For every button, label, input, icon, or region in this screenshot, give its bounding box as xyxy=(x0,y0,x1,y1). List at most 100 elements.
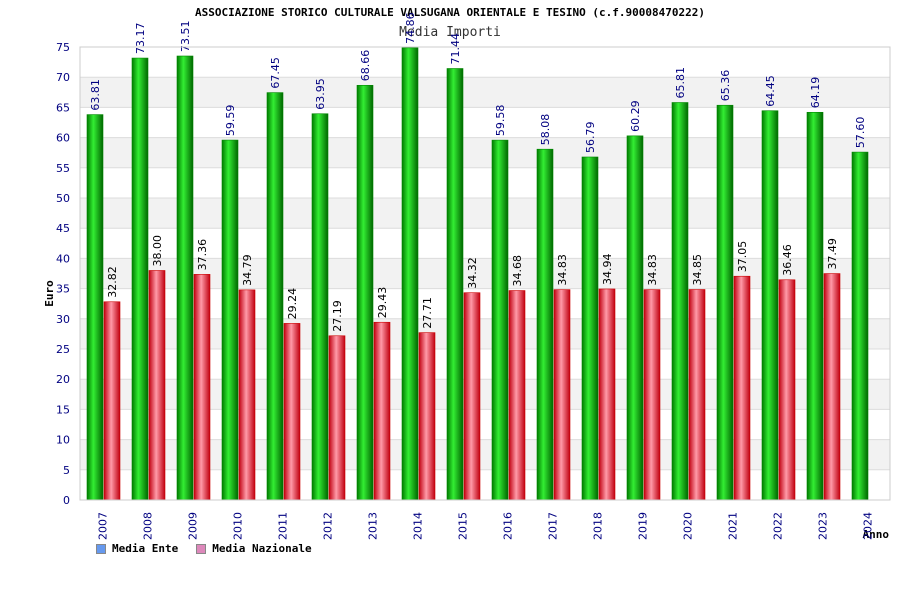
grid-band xyxy=(80,258,890,289)
grid-band xyxy=(80,198,890,229)
bar-media-ente xyxy=(716,104,734,501)
bar-media-ente xyxy=(86,114,104,501)
x-tick-label: 2019 xyxy=(637,512,650,540)
legend-label-ente: Media Ente xyxy=(112,542,179,555)
data-label: 63.95 xyxy=(314,78,327,110)
data-label: 27.19 xyxy=(331,300,344,332)
bar-media-nazionale xyxy=(508,290,526,501)
bar-media-nazionale xyxy=(373,321,391,501)
x-tick-label: 2016 xyxy=(502,512,515,540)
legend: Media Ente Media Nazionale xyxy=(96,542,312,555)
y-tick-label: 35 xyxy=(56,283,70,296)
data-label: 36.46 xyxy=(781,244,794,276)
bar-media-nazionale xyxy=(328,335,346,501)
x-tick-label: 2021 xyxy=(727,512,740,540)
y-tick-label: 60 xyxy=(56,132,70,145)
bar-media-nazionale xyxy=(778,279,796,501)
data-label: 64.45 xyxy=(764,75,777,107)
bar-media-nazionale xyxy=(283,323,301,501)
y-tick-label: 75 xyxy=(56,41,70,54)
bars-layer xyxy=(86,47,869,501)
data-label: 27.71 xyxy=(421,297,434,329)
bar-media-ente xyxy=(671,102,689,501)
x-tick-label: 2024 xyxy=(862,512,875,540)
data-label: 34.83 xyxy=(556,254,569,286)
grid-layer xyxy=(80,46,890,501)
bar-media-nazionale xyxy=(148,270,166,501)
bar-media-ente xyxy=(356,84,374,501)
bar-media-nazionale xyxy=(643,289,661,501)
data-label: 58.08 xyxy=(539,114,552,146)
data-label: 68.66 xyxy=(359,50,372,82)
y-tick-label: 20 xyxy=(56,373,70,386)
legend-item-ente: Media Ente xyxy=(96,542,178,555)
x-tick-label: 2013 xyxy=(367,512,380,540)
bar-media-nazionale xyxy=(688,289,706,501)
y-tick-label: 45 xyxy=(56,222,70,235)
x-tick-label: 2018 xyxy=(592,512,605,540)
bar-media-nazionale xyxy=(193,274,211,501)
legend-swatch-nazionale xyxy=(196,543,207,554)
y-tick-label: 40 xyxy=(56,252,70,265)
y-tick-label: 55 xyxy=(56,162,70,175)
legend-swatch-ente xyxy=(96,543,106,554)
data-label: 56.79 xyxy=(584,121,597,153)
y-tick-label: 10 xyxy=(56,434,70,447)
data-label: 29.24 xyxy=(286,288,299,320)
y-tick-label: 25 xyxy=(56,343,70,356)
x-tick-label: 2023 xyxy=(817,512,830,540)
bar-media-ente xyxy=(536,148,554,501)
x-tick-label: 2009 xyxy=(187,512,200,540)
bar-media-ente xyxy=(311,113,329,501)
x-tick-label: 2007 xyxy=(97,512,110,540)
x-tick-label: 2010 xyxy=(232,512,245,540)
x-tick-label: 2017 xyxy=(547,512,560,540)
bar-media-nazionale xyxy=(103,301,121,501)
y-tick-label: 65 xyxy=(56,101,70,114)
axis-layer: 051015202530354045505560657075EuroAnno20… xyxy=(43,41,891,541)
grid-band xyxy=(80,77,890,108)
bar-media-nazionale xyxy=(598,288,616,501)
data-label: 37.36 xyxy=(196,239,209,271)
data-label: 64.19 xyxy=(809,77,822,109)
labels-layer: 63.81 32.82 73.17 38.00 73.51 37.36 59.59 34.79… xyxy=(89,12,867,331)
legend-item-nazionale: Media Nazionale xyxy=(196,542,312,555)
x-tick-label: 2014 xyxy=(412,512,425,540)
y-axis-label: Euro xyxy=(43,280,56,307)
bar-media-nazionale xyxy=(418,332,436,501)
bar-media-ente xyxy=(761,110,779,501)
data-label: 37.05 xyxy=(736,241,749,273)
data-label: 34.79 xyxy=(241,254,254,286)
bar-media-nazionale xyxy=(823,273,841,501)
data-label: 71.44 xyxy=(449,33,462,65)
bar-media-ente xyxy=(401,47,419,501)
bar-media-ente xyxy=(581,156,599,501)
bar-media-nazionale xyxy=(238,289,256,501)
bar-media-ente xyxy=(626,135,644,501)
x-tick-label: 2020 xyxy=(682,512,695,540)
grid-band xyxy=(80,379,890,410)
grid-band xyxy=(80,137,890,168)
y-tick-label: 30 xyxy=(56,313,70,326)
legend-label-nazionale: Media Nazionale xyxy=(212,542,312,555)
bar-media-ente xyxy=(491,139,509,501)
data-label: 59.59 xyxy=(224,105,237,137)
data-label: 34.85 xyxy=(691,254,704,286)
data-label: 34.94 xyxy=(601,253,614,285)
x-tick-label: 2008 xyxy=(142,512,155,540)
bar-media-ente xyxy=(266,92,284,501)
data-label: 34.68 xyxy=(511,255,524,287)
x-tick-label: 2022 xyxy=(772,512,785,540)
x-tick-label: 2015 xyxy=(457,512,470,540)
y-tick-label: 70 xyxy=(56,71,70,84)
data-label: 67.45 xyxy=(269,57,282,89)
data-label: 34.32 xyxy=(466,257,479,289)
y-tick-label: 15 xyxy=(56,403,70,416)
bar-media-ente xyxy=(851,151,869,501)
x-axis-label: Anno xyxy=(863,528,890,541)
data-label: 29.43 xyxy=(376,287,389,319)
y-tick-label: 50 xyxy=(56,192,70,205)
bar-media-ente xyxy=(446,68,464,501)
y-tick-label: 5 xyxy=(63,464,70,477)
